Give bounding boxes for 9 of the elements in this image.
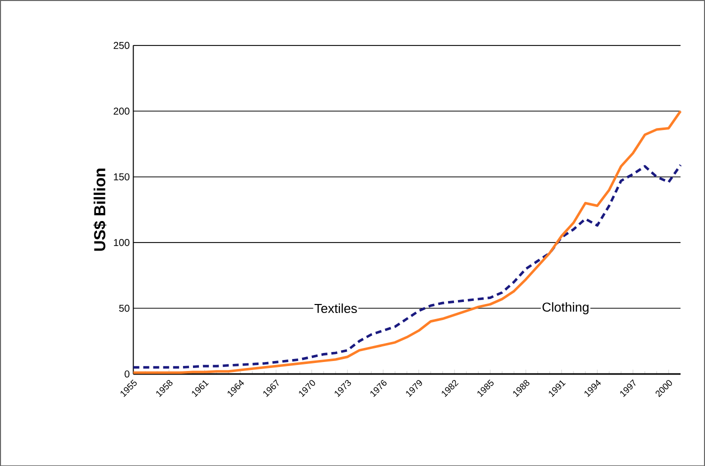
y-tick-label: 200 (114, 107, 130, 114)
y-tick-label: 0 (124, 370, 130, 378)
y-tick-label: 150 (114, 173, 130, 180)
y-tick-label: 250 (114, 42, 130, 49)
y-tick-label: 50 (119, 304, 130, 312)
y-axis-title: US$ Billion (93, 168, 106, 251)
annotation: Clothing (542, 302, 588, 314)
y-tick-label: 100 (114, 238, 130, 246)
annotation: Textiles (314, 303, 357, 313)
